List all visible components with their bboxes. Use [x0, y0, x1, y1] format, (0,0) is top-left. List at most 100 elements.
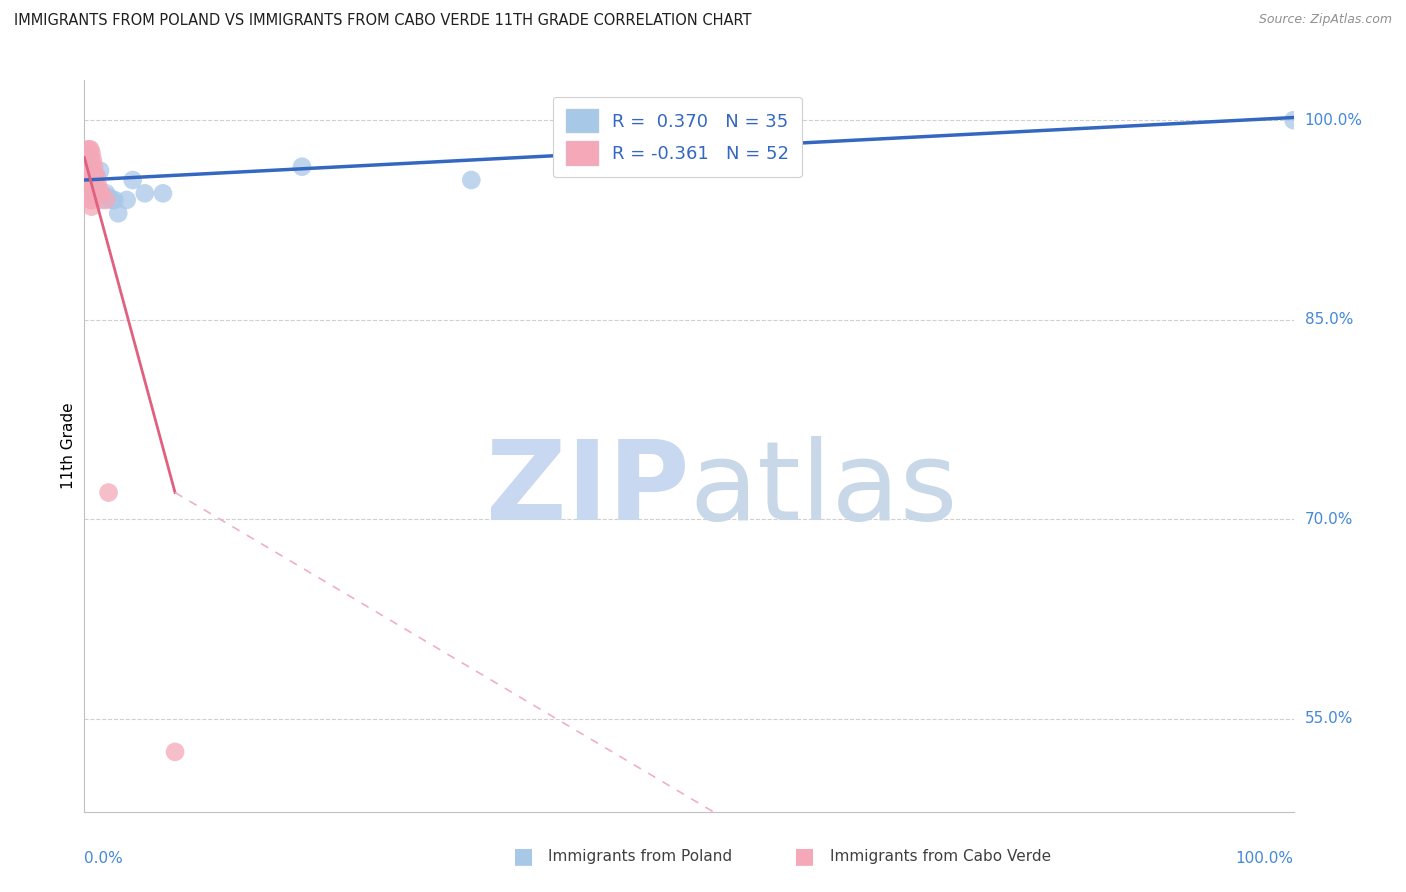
Text: ZIP: ZIP: [485, 436, 689, 543]
Point: [101, 193, 124, 207]
Point: [76, 150, 98, 164]
Point: [77, 163, 100, 178]
Point: [107, 206, 129, 220]
Point: [134, 186, 156, 201]
Point: [83, 169, 105, 183]
Point: [76, 155, 98, 169]
Point: [79, 143, 101, 157]
Point: [77, 160, 100, 174]
Point: [79, 166, 101, 180]
Point: [76, 166, 98, 180]
Text: 70.0%: 70.0%: [1305, 512, 1353, 526]
Text: Source: ZipAtlas.com: Source: ZipAtlas.com: [1258, 13, 1392, 27]
Point: [84, 179, 107, 194]
Point: [77, 177, 100, 191]
Point: [76, 143, 98, 157]
Point: [82, 153, 104, 167]
Point: [77, 155, 100, 169]
Point: [82, 193, 104, 207]
Point: [76, 146, 98, 161]
Point: [82, 163, 104, 178]
Point: [83, 169, 105, 183]
Point: [1282, 113, 1305, 128]
Text: Immigrants from Cabo Verde: Immigrants from Cabo Verde: [830, 849, 1050, 863]
Text: 55.0%: 55.0%: [1305, 711, 1353, 726]
Point: [94, 193, 117, 207]
Point: [80, 146, 103, 161]
Point: [77, 169, 100, 183]
Point: [79, 166, 101, 180]
Text: Immigrants from Poland: Immigrants from Poland: [548, 849, 733, 863]
Text: 100.0%: 100.0%: [1236, 851, 1294, 865]
Point: [152, 186, 174, 201]
Point: [76, 173, 98, 187]
Point: [77, 143, 100, 157]
Point: [75, 153, 97, 167]
Point: [77, 166, 100, 180]
Point: [86, 169, 108, 183]
Point: [80, 193, 103, 207]
Point: [77, 173, 100, 187]
Point: [79, 160, 101, 174]
Point: [77, 182, 100, 196]
Point: [79, 193, 101, 207]
Point: [84, 169, 107, 183]
Text: 100.0%: 100.0%: [1305, 112, 1362, 128]
Point: [75, 155, 97, 169]
Point: [97, 485, 120, 500]
Point: [83, 179, 105, 194]
Point: [115, 193, 138, 207]
Legend: R =  0.370   N = 35, R = -0.361   N = 52: R = 0.370 N = 35, R = -0.361 N = 52: [553, 96, 801, 178]
Point: [165, 745, 187, 759]
Point: [75, 163, 97, 178]
Point: [86, 186, 108, 201]
Point: [82, 173, 104, 187]
Point: [83, 160, 105, 174]
Point: [77, 153, 100, 167]
Point: [86, 177, 108, 191]
Point: [77, 173, 100, 187]
Text: 0.0%: 0.0%: [84, 851, 124, 865]
Point: [77, 173, 100, 187]
Text: atlas: atlas: [689, 436, 957, 543]
Point: [79, 173, 101, 187]
Point: [77, 150, 100, 164]
Point: [86, 182, 108, 196]
Point: [80, 173, 103, 187]
Point: [90, 186, 112, 201]
Point: [84, 173, 107, 187]
Point: [82, 173, 104, 187]
Point: [82, 182, 104, 196]
Point: [77, 166, 100, 180]
Point: [77, 146, 100, 161]
Text: 85.0%: 85.0%: [1305, 312, 1353, 327]
Point: [77, 182, 100, 196]
Point: [86, 169, 108, 183]
Point: [83, 186, 105, 201]
Point: [80, 163, 103, 178]
Point: [291, 160, 314, 174]
Point: [79, 150, 101, 164]
Point: [80, 179, 103, 194]
Point: [80, 169, 103, 183]
Point: [87, 182, 110, 196]
Text: ■: ■: [794, 847, 815, 866]
Point: [121, 173, 143, 187]
Point: [75, 146, 97, 161]
Point: [80, 182, 103, 196]
Point: [80, 155, 103, 169]
Point: [89, 163, 111, 178]
Text: ■: ■: [513, 847, 534, 866]
Point: [82, 163, 104, 178]
Point: [94, 186, 117, 201]
Point: [77, 155, 100, 169]
Point: [97, 190, 120, 204]
Point: [76, 163, 98, 178]
Text: IMMIGRANTS FROM POLAND VS IMMIGRANTS FROM CABO VERDE 11TH GRADE CORRELATION CHAR: IMMIGRANTS FROM POLAND VS IMMIGRANTS FRO…: [14, 13, 752, 29]
Point: [460, 173, 482, 187]
Y-axis label: 11th Grade: 11th Grade: [60, 402, 76, 490]
Point: [89, 186, 111, 201]
Point: [104, 193, 127, 207]
Point: [79, 182, 101, 196]
Point: [80, 200, 103, 214]
